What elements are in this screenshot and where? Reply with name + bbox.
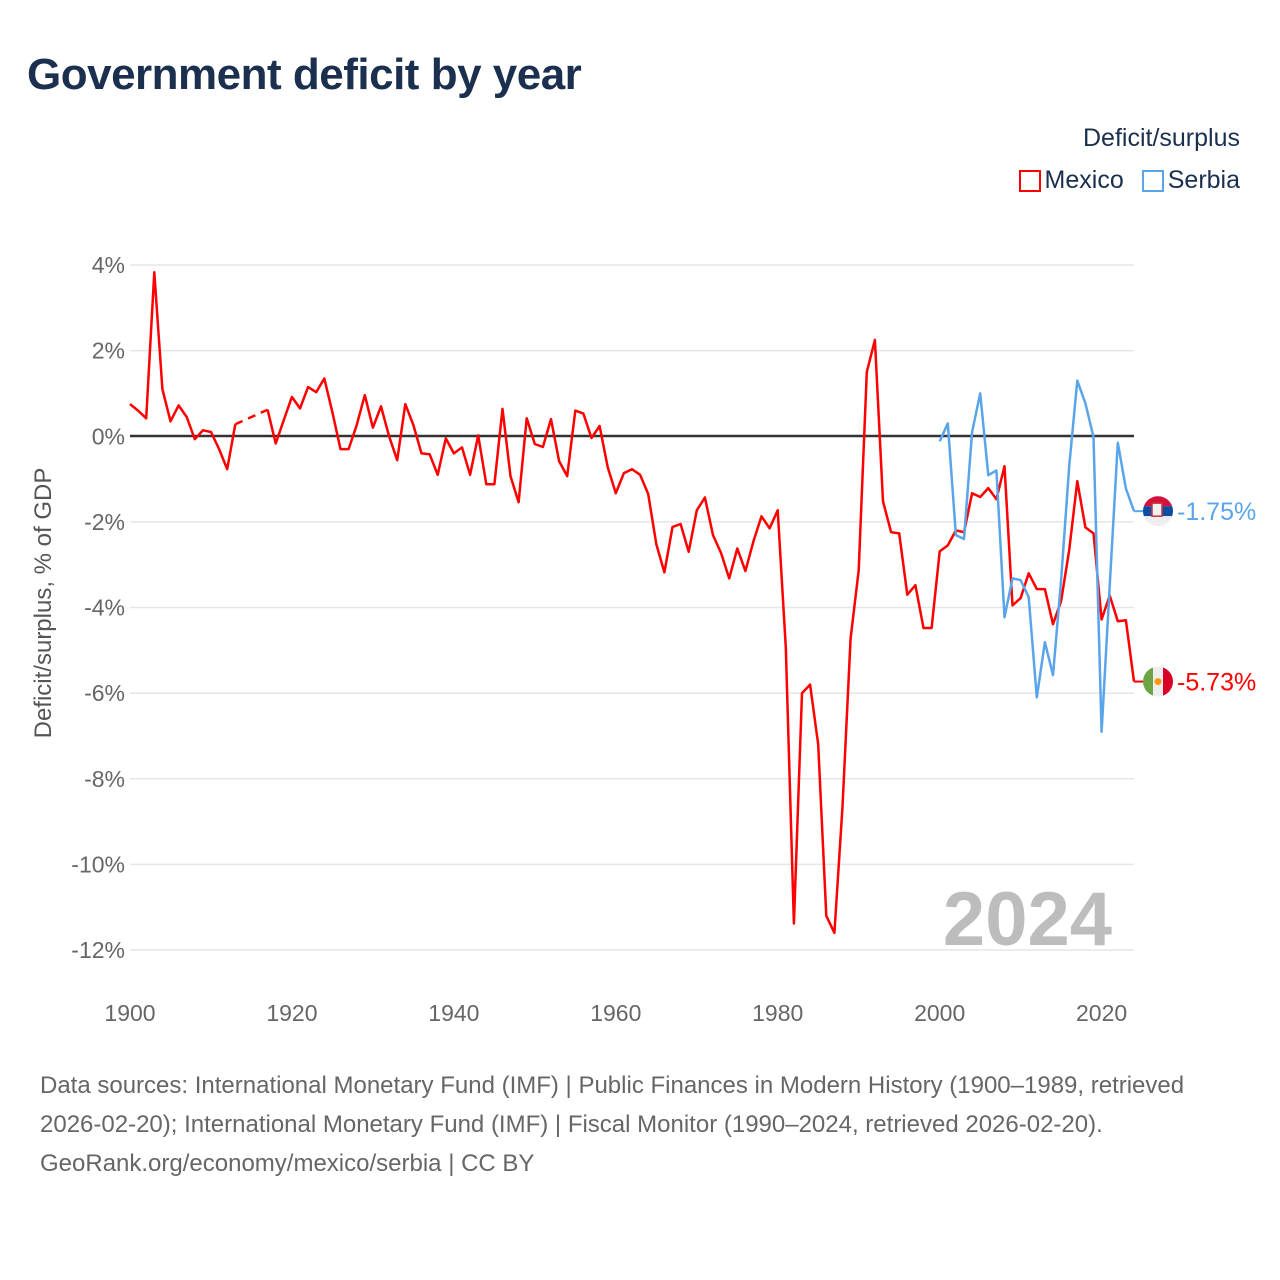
x-tick-label: 1960	[590, 1000, 641, 1026]
x-tick-label: 1940	[428, 1000, 479, 1026]
flag-stripe	[1163, 666, 1173, 697]
flag-icon-serbia	[1143, 496, 1173, 527]
legend-title: Deficit/surplus	[1083, 124, 1240, 152]
series-line-serbia	[938, 379, 1136, 733]
y-tick-label: -6%	[84, 680, 125, 706]
legend-swatch-serbia	[1141, 169, 1164, 192]
flag-emblem	[1154, 678, 1162, 686]
flag-stripe	[1143, 666, 1153, 697]
y-tick-label: -2%	[84, 509, 125, 535]
legend-label: Serbia	[1167, 166, 1240, 194]
flag-body	[1143, 666, 1173, 697]
flag-body	[1143, 496, 1173, 527]
credit-link[interactable]: GeoRank.org/economy/mexico/serbia | CC B…	[40, 1150, 535, 1177]
data-sources: Data sources: International Monetary Fun…	[40, 1072, 1185, 1138]
flag-emblem	[1151, 502, 1163, 517]
series-lines	[129, 271, 1136, 935]
series-gap-mexico	[234, 408, 269, 426]
x-tick-label: 1920	[266, 1000, 317, 1026]
grid	[130, 264, 1134, 951]
end-value-label-serbia: -1.75%	[1177, 498, 1256, 526]
y-tick-label: -12%	[71, 937, 125, 963]
flag-stripe	[1143, 496, 1173, 507]
y-tick-label: 0%	[92, 423, 125, 449]
end-value-label-mexico: -5.73%	[1177, 669, 1256, 697]
end-labels: -5.73% -1.75%	[1134, 496, 1256, 697]
y-axis-ticks: 4% 2% 0% -2% -4% -6% -8% -10% -12%	[71, 252, 125, 963]
y-tick-label: -4%	[84, 595, 125, 621]
x-tick-label: 1980	[752, 1000, 803, 1026]
x-tick-label: 2000	[914, 1000, 965, 1026]
y-tick-label: -8%	[84, 766, 125, 792]
flag-stripe	[1143, 516, 1173, 527]
y-tick-label: 2%	[92, 338, 125, 364]
x-tick-label: 2020	[1076, 1000, 1127, 1026]
flag-icon-mexico	[1143, 666, 1173, 697]
y-tick-label: 4%	[92, 252, 125, 278]
year-watermark: 2024	[943, 877, 1112, 962]
x-axis-ticks: 1900 1920 1940 1960 1980 2000 2020	[104, 1000, 1127, 1026]
y-axis-label: Deficit/surplus, % of GDP	[30, 468, 57, 739]
chart-title: Government deficit by year	[27, 50, 582, 99]
legend-item-serbia[interactable]: Serbia	[1141, 166, 1240, 195]
legend-item-mexico[interactable]: Mexico	[1018, 166, 1124, 195]
y-tick-label: -10%	[71, 851, 125, 877]
legend-swatch-mexico	[1018, 169, 1041, 192]
legend: Mexico Serbia	[1018, 166, 1240, 195]
series-line-mexico	[129, 271, 1136, 935]
legend-label: Mexico	[1044, 166, 1124, 194]
footer: Data sources: International Monetary Fun…	[40, 1066, 1240, 1183]
x-tick-label: 1900	[104, 1000, 155, 1026]
